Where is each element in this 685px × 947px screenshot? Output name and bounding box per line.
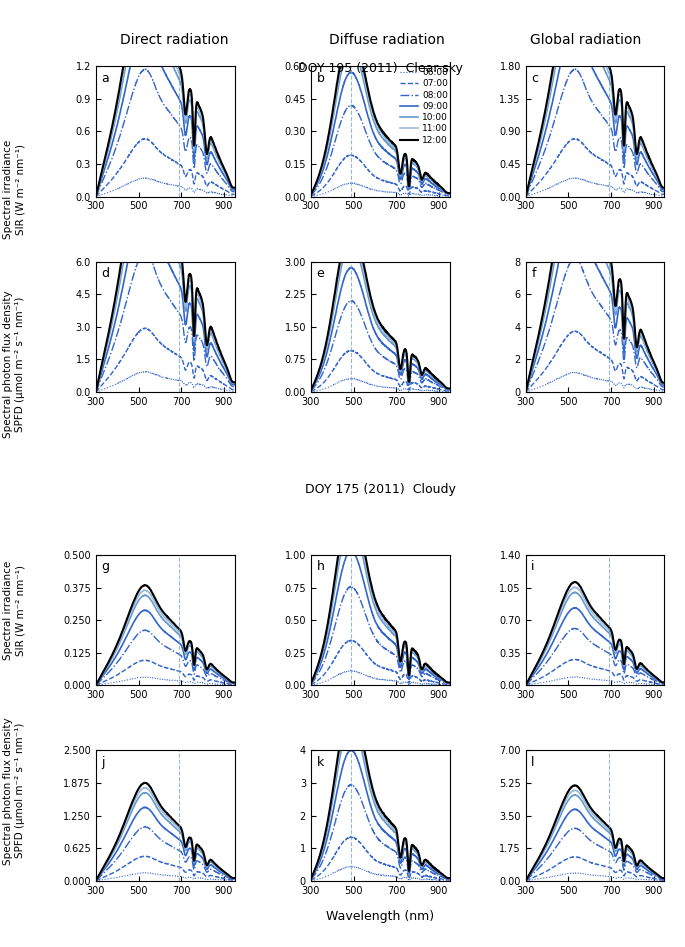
- Text: k: k: [316, 756, 323, 769]
- Text: j: j: [101, 756, 105, 769]
- Text: DOY 195 (2011)  Clear-sky: DOY 195 (2011) Clear-sky: [298, 62, 462, 75]
- Text: Wavelength (nm): Wavelength (nm): [326, 910, 434, 923]
- Text: h: h: [316, 561, 324, 573]
- Text: a: a: [101, 72, 109, 84]
- Text: Diffuse radiation: Diffuse radiation: [329, 33, 445, 47]
- Text: e: e: [316, 267, 324, 280]
- Text: Global radiation: Global radiation: [530, 33, 641, 47]
- Text: f: f: [532, 267, 536, 280]
- Text: d: d: [101, 267, 110, 280]
- Text: b: b: [316, 72, 324, 84]
- Text: g: g: [101, 561, 110, 573]
- Text: Spectral photon flux density
SPFD (μmol m⁻² s⁻¹ nm⁻¹): Spectral photon flux density SPFD (μmol …: [3, 291, 25, 438]
- Legend: 06:00, 07:00, 08:00, 09:00, 10:00, 11:00, 12:00: 06:00, 07:00, 08:00, 09:00, 10:00, 11:00…: [400, 68, 448, 145]
- Text: c: c: [532, 72, 538, 84]
- Text: Spectral photon flux density
SPFD (μmol m⁻² s⁻¹ nm⁻¹): Spectral photon flux density SPFD (μmol …: [3, 717, 25, 865]
- Text: Spectral irradiance
SIR (W m⁻² nm⁻¹): Spectral irradiance SIR (W m⁻² nm⁻¹): [3, 562, 25, 660]
- Text: l: l: [532, 756, 535, 769]
- Text: DOY 175 (2011)  Cloudy: DOY 175 (2011) Cloudy: [305, 483, 456, 496]
- Text: Direct radiation: Direct radiation: [121, 33, 229, 47]
- Text: Spectral irradiance
SIR (W m⁻² nm⁻¹): Spectral irradiance SIR (W m⁻² nm⁻¹): [3, 140, 25, 239]
- Text: i: i: [532, 561, 535, 573]
